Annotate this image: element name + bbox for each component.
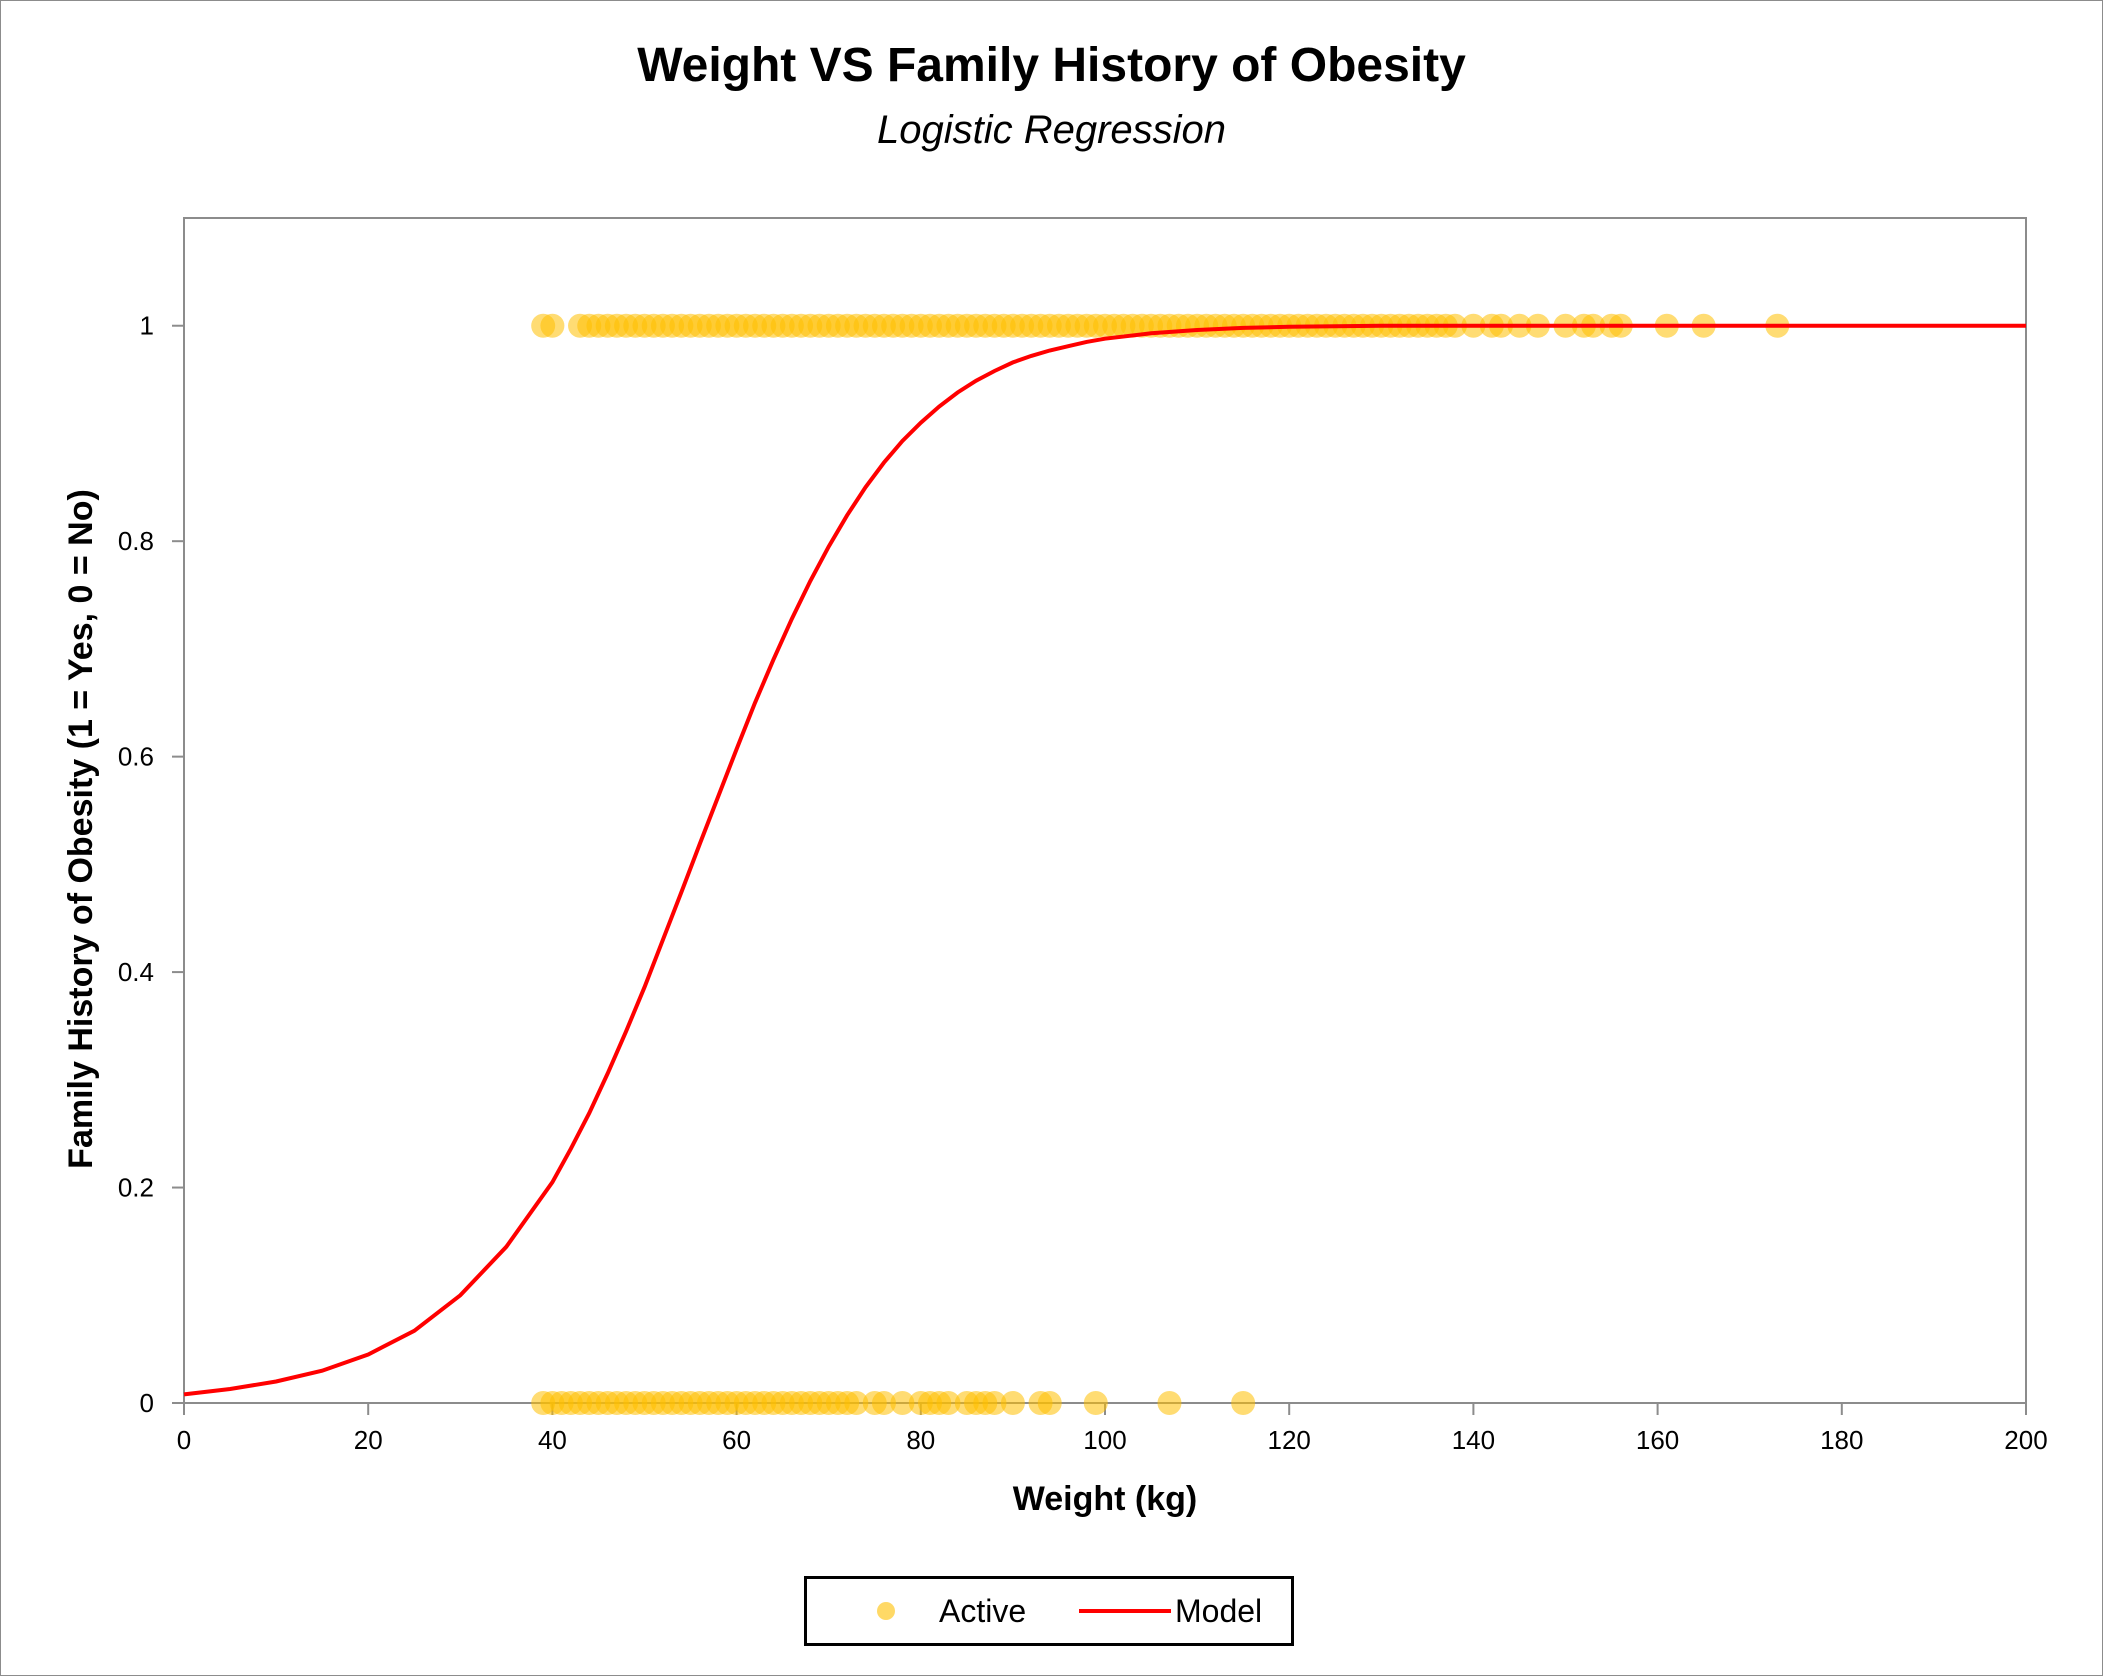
x-axis-title: Weight (kg) bbox=[1013, 1480, 1197, 1518]
x-axis-ticks: 0 20 40 60 80 100 120 140 160 180 200 bbox=[177, 1403, 2048, 1455]
data-point-active bbox=[1231, 1391, 1256, 1415]
model-line bbox=[183, 323, 2026, 1397]
y-tick-label: 0.6 bbox=[118, 742, 154, 772]
y-axis-ticks: 0 0.2 0.4 0.6 0.8 1 bbox=[118, 311, 184, 1418]
legend-label-model: Model bbox=[1175, 1592, 1263, 1629]
x-tick-label: 120 bbox=[1268, 1425, 1311, 1455]
legend-label-active: Active bbox=[939, 1592, 1027, 1629]
data-point-active bbox=[936, 1391, 961, 1415]
x-tick-label: 100 bbox=[1083, 1425, 1126, 1455]
data-point-active bbox=[871, 1391, 896, 1415]
data-point-active bbox=[1000, 1391, 1025, 1415]
x-tick-label: 200 bbox=[2004, 1425, 2047, 1455]
x-tick-label: 140 bbox=[1452, 1425, 1495, 1455]
x-tick-label: 40 bbox=[538, 1425, 567, 1455]
plot-border bbox=[183, 217, 2027, 1404]
legend-marker-active bbox=[877, 1602, 895, 1620]
data-point-active bbox=[1037, 1391, 1062, 1415]
data-point-active bbox=[1083, 1391, 1108, 1415]
y-tick-label: 0 bbox=[140, 1388, 154, 1418]
data-point-active bbox=[982, 1391, 1007, 1415]
legend-item-model: Model bbox=[1079, 1579, 1262, 1643]
y-tick-label: 0.2 bbox=[118, 1173, 154, 1203]
data-point-active bbox=[540, 313, 565, 338]
legend-marker-model bbox=[1079, 1609, 1171, 1613]
x-tick-label: 80 bbox=[906, 1425, 935, 1455]
chart-title: Weight VS Family History of Obesity bbox=[637, 39, 1466, 92]
data-point-active bbox=[1157, 1391, 1182, 1415]
data-point-active bbox=[890, 1391, 915, 1415]
x-tick-label: 180 bbox=[1820, 1425, 1863, 1455]
y-tick-label: 0.4 bbox=[118, 957, 154, 987]
scatter-series-active-y0 bbox=[531, 1391, 1256, 1415]
x-tick-label: 160 bbox=[1636, 1425, 1679, 1455]
legend: Active Model bbox=[804, 1576, 1294, 1646]
x-tick-label: 0 bbox=[177, 1425, 191, 1455]
y-axis-title: Family History of Obesity (1 = Yes, 0 = … bbox=[62, 489, 100, 1169]
x-tick-label: 60 bbox=[722, 1425, 751, 1455]
y-tick-label: 1 bbox=[140, 311, 154, 341]
x-tick-label: 20 bbox=[354, 1425, 383, 1455]
data-point-active bbox=[844, 1391, 869, 1415]
chart-subtitle: Logistic Regression bbox=[876, 108, 1227, 152]
y-tick-label: 0.8 bbox=[118, 526, 154, 556]
legend-item-active: Active bbox=[877, 1579, 1026, 1643]
